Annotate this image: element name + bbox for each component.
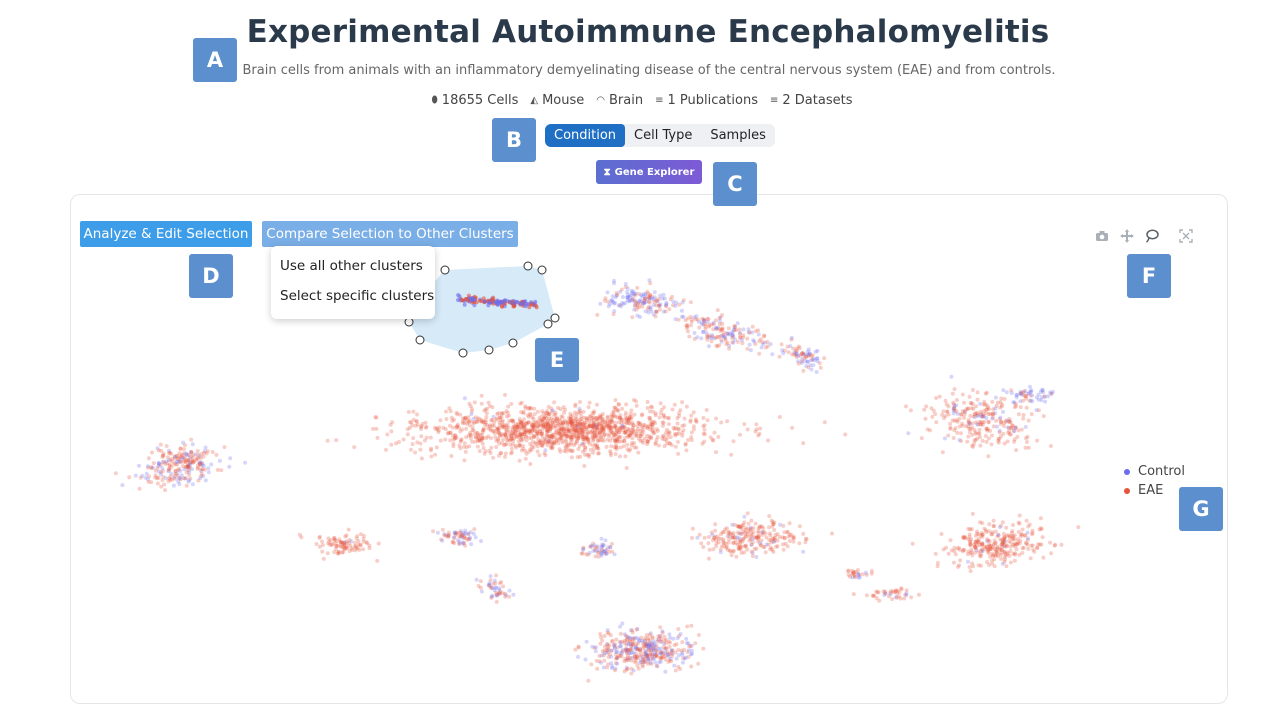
stat-cells: ⬮ 18655 Cells: [432, 93, 519, 108]
legend-item-control[interactable]: Control: [1124, 462, 1185, 481]
brain-icon: ◠: [596, 95, 605, 106]
tab-samples[interactable]: Samples: [710, 128, 766, 143]
legend-item-eae[interactable]: EAE: [1124, 481, 1185, 500]
stat-species-label: Mouse: [542, 93, 585, 108]
menu-item-select-specific-clusters[interactable]: Select specific clusters: [280, 288, 435, 304]
menu-item-use-all-clusters[interactable]: Use all other clusters: [280, 258, 423, 274]
legend-dot-eae: [1124, 487, 1130, 494]
stat-tissue: ◠ Brain: [596, 93, 643, 108]
page-subtitle: Brain cells from animals with an inflamm…: [242, 63, 1056, 78]
tab-condition[interactable]: Condition: [545, 124, 626, 147]
stat-species: ◭ Mouse: [530, 93, 584, 108]
lasso-icon[interactable]: [1144, 228, 1160, 244]
gene-explorer-label: Gene Explorer: [614, 166, 695, 178]
legend-dot-control: [1124, 468, 1130, 475]
color-by-tabs: Condition Cell Type Samples: [545, 124, 775, 147]
callout-g: G: [1179, 487, 1223, 531]
legend-label-control: Control: [1138, 464, 1185, 479]
plot-modebar: [1094, 228, 1194, 244]
callout-d: D: [189, 254, 233, 298]
stat-datasets-label: 2 Datasets: [782, 93, 853, 108]
gene-explorer-button[interactable]: ⧗ Gene Explorer: [596, 160, 702, 184]
camera-icon[interactable]: [1094, 228, 1110, 244]
stat-tissue-label: Brain: [608, 93, 644, 108]
callout-e: E: [535, 338, 579, 382]
stat-publications-label: 1 Publications: [667, 93, 758, 108]
legend-label-eae: EAE: [1138, 483, 1164, 498]
tab-cell-type[interactable]: Cell Type: [634, 128, 693, 143]
autoscale-icon[interactable]: [1178, 228, 1194, 244]
page-title: Experimental Autoimmune Encephalomyeliti…: [246, 14, 1050, 50]
database-icon: ≡: [655, 95, 664, 106]
callout-c: C: [713, 162, 757, 206]
database-icon: ≡: [770, 95, 779, 106]
cells-icon: ⬮: [431, 95, 438, 106]
dataset-stats: ⬮ 18655 Cells ◭ Mouse ◠ Brain ≡ 1 Publicatio…: [0, 93, 1280, 108]
stat-cells-label: 18655 Cells: [441, 93, 519, 108]
compare-dropdown-menu: Use all other clusters Select specific c…: [271, 246, 435, 319]
callout-b: B: [492, 118, 536, 162]
umap-plot-panel[interactable]: [70, 194, 1228, 704]
pan-icon[interactable]: [1119, 228, 1135, 244]
compare-selection-button[interactable]: Compare Selection to Other Clusters: [262, 221, 518, 247]
plot-legend: Control EAE: [1124, 462, 1185, 500]
stat-publications: ≡ 1 Publications: [655, 93, 758, 108]
hourglass-icon: ⧗: [603, 166, 611, 178]
mouse-icon: ◭: [530, 95, 539, 106]
analyze-edit-selection-button[interactable]: Analyze & Edit Selection: [80, 221, 252, 247]
stat-datasets: ≡ 2 Datasets: [770, 93, 852, 108]
callout-f: F: [1127, 254, 1171, 298]
callout-a: A: [193, 38, 237, 82]
